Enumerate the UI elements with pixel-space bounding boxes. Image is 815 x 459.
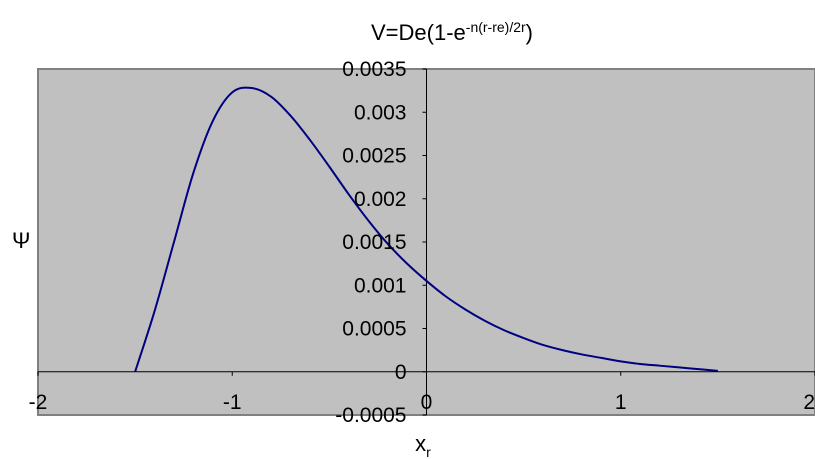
y-axis-label: Ψ xyxy=(12,228,30,253)
y-tick-label: -0.0005 xyxy=(335,404,406,427)
y-tick-label: 0.0035 xyxy=(342,58,406,81)
x-tick-label: 0 xyxy=(421,391,433,414)
y-tick-label: 0.0025 xyxy=(342,145,406,168)
x-tick-label: 1 xyxy=(615,391,627,414)
chart-title-suffix: ) xyxy=(526,20,533,45)
x-tick-label: 2 xyxy=(803,391,815,414)
series-line-0 xyxy=(134,86,718,373)
y-tick-label: 0.0005 xyxy=(342,318,406,341)
y-tick-label: 0.003 xyxy=(354,101,407,124)
y-tick-label: 0.0015 xyxy=(342,231,406,254)
chart-title-prefix: V=De(1-e xyxy=(371,20,466,45)
tick-layer: -0.0005 0 0.0005 0.001 0.0015 0.002 0.0025 0.00… xyxy=(29,58,815,427)
x-axis-label-subscript: r xyxy=(426,444,431,459)
y-tick-label: 0.001 xyxy=(354,274,407,297)
x-tick-label: -2 xyxy=(29,391,48,414)
series-layer xyxy=(134,86,718,373)
chart-title-superscript: -n(r-re)/2r xyxy=(466,19,526,35)
x-tick-label: -1 xyxy=(223,391,242,414)
chart-title: V=De(1-e-n(r-re)/2r) xyxy=(371,19,533,45)
x-axis-label: xr xyxy=(415,431,431,459)
y-tick-label: 0.002 xyxy=(354,188,407,211)
x-axis-label-main: x xyxy=(415,431,426,456)
y-tick-label: 0 xyxy=(395,361,407,384)
